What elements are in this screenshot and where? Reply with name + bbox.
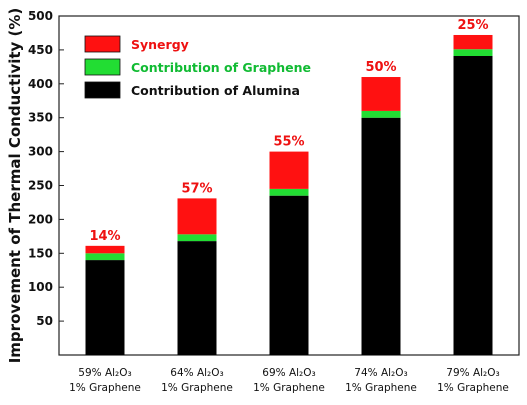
x-category-label: 79% Al₂O₃ <box>446 367 499 379</box>
legend-label: Contribution of Alumina <box>131 83 300 98</box>
bar-label: 14% <box>89 229 120 244</box>
legend-swatch <box>84 58 121 76</box>
x-category-label: 59% Al₂O₃ <box>78 367 131 379</box>
bar-segment <box>361 77 401 111</box>
bar-label: 57% <box>181 181 212 196</box>
x-category-label: 1% Graphene <box>253 382 325 394</box>
bar-label: 25% <box>457 18 488 33</box>
plot-area: 50 100 150 200 250 300 350 400 450 500 Improvement… <box>6 8 520 394</box>
y-tick-label: 250 <box>28 179 53 193</box>
bar-segment <box>177 241 217 355</box>
y-tick-label: 350 <box>28 111 53 125</box>
bar-segment <box>269 195 309 355</box>
y-tick-label: 400 <box>28 77 53 91</box>
y-tick-label: 100 <box>28 280 53 294</box>
bar-segment <box>85 253 125 261</box>
y-tick-label: 300 <box>28 145 53 159</box>
bar-label: 55% <box>273 135 304 150</box>
legend-swatch <box>84 81 121 99</box>
y-axis-label: Improvement of Thermal Conductivity (%) <box>6 8 24 364</box>
bar-segment <box>269 188 309 196</box>
x-category-label: 64% Al₂O₃ <box>170 367 223 379</box>
x-category-label: 69% Al₂O₃ <box>262 367 315 379</box>
bar-segment <box>453 49 493 57</box>
bar-segment <box>85 245 125 254</box>
x-category-label: 74% Al₂O₃ <box>354 367 407 379</box>
bar-segment <box>85 260 125 355</box>
bar-label: 50% <box>365 60 396 75</box>
bar-segment <box>177 234 217 242</box>
x-category-label: 1% Graphene <box>345 382 417 394</box>
bar-segment <box>361 117 401 355</box>
y-tick-label: 450 <box>28 43 53 57</box>
y-tick-label: 50 <box>36 314 53 328</box>
y-tick-label: 500 <box>28 9 53 23</box>
x-category-label: 1% Graphene <box>161 382 233 394</box>
legend-label: Synergy <box>131 37 189 52</box>
y-tick-label: 150 <box>28 246 53 260</box>
x-category-label: 1% Graphene <box>69 382 141 394</box>
bar-segment <box>453 34 493 50</box>
legend-swatch <box>84 35 121 53</box>
bar-segment <box>361 110 401 118</box>
legend-label: Contribution of Graphene <box>131 60 311 75</box>
bar-segment <box>453 56 493 355</box>
bar-segment <box>177 198 217 235</box>
bar-segment <box>269 151 309 189</box>
y-tick-label: 200 <box>28 212 53 226</box>
x-category-label: 1% Graphene <box>437 382 509 394</box>
